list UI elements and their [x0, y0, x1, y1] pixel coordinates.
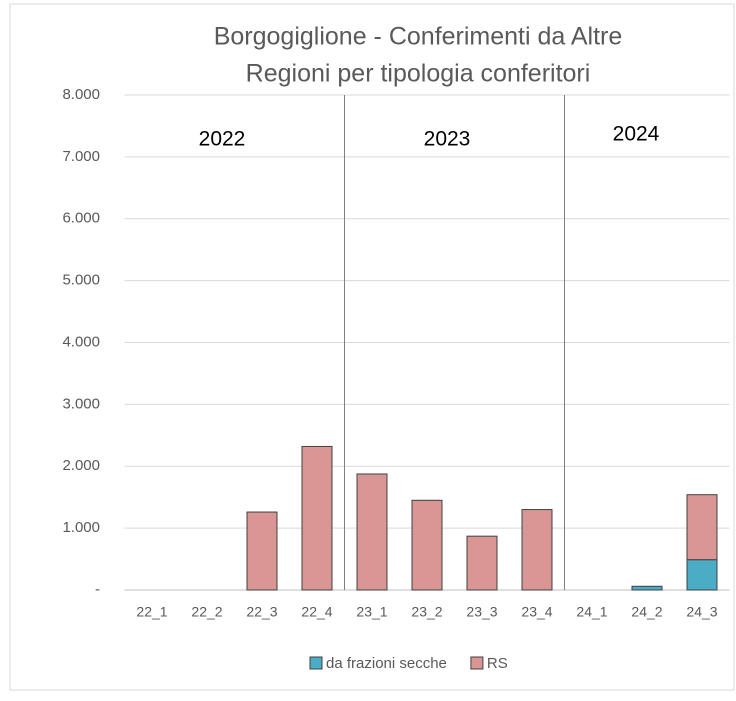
chart-subtitle: Regioni per tipologia conferitori: [246, 60, 591, 88]
legend-swatch: [470, 656, 484, 670]
y-tick-label: -: [95, 581, 100, 598]
x-tick-label: 22_3: [246, 604, 277, 620]
x-tick-label: 23_2: [411, 604, 442, 620]
year-label: 2023: [424, 128, 471, 151]
bar-segment: [356, 473, 388, 591]
chart-title: Borgogiglione - Conferimenti da Altre: [214, 23, 623, 51]
y-tick-label: 2.000: [62, 457, 100, 474]
legend-label: da frazioni secche: [326, 655, 447, 672]
x-tick-label: 22_2: [191, 604, 222, 620]
x-tick-label: 24_1: [576, 604, 607, 620]
y-tick-label: 8.000: [62, 86, 100, 103]
bar-segment: [686, 559, 718, 591]
x-tick-label: 23_1: [356, 604, 387, 620]
x-tick-label: 23_4: [521, 604, 552, 620]
x-tick-label: 22_4: [301, 604, 332, 620]
x-tick-label: 23_3: [466, 604, 497, 620]
year-label: 2024: [613, 123, 660, 146]
x-tick-label: 24_2: [631, 604, 662, 620]
bar-segment: [466, 535, 498, 591]
y-tick-label: 6.000: [62, 210, 100, 227]
y-tick-label: 5.000: [62, 272, 100, 289]
legend-label: RS: [487, 655, 508, 672]
bar-segment: [411, 499, 443, 591]
y-tick-label: 4.000: [62, 333, 100, 350]
x-tick-label: 22_1: [136, 604, 167, 620]
bar-segment: [301, 445, 333, 591]
y-tick-label: 1.000: [62, 519, 100, 536]
year-label: 2022: [199, 128, 246, 151]
y-tick-label: 3.000: [62, 395, 100, 412]
legend-swatch: [309, 656, 323, 670]
bar-segment: [631, 585, 663, 591]
bar-segment: [246, 511, 278, 591]
bar-segment: [686, 494, 718, 561]
y-tick-label: 7.000: [62, 148, 100, 165]
x-tick-label: 24_3: [686, 604, 717, 620]
bar-segment: [521, 509, 553, 591]
